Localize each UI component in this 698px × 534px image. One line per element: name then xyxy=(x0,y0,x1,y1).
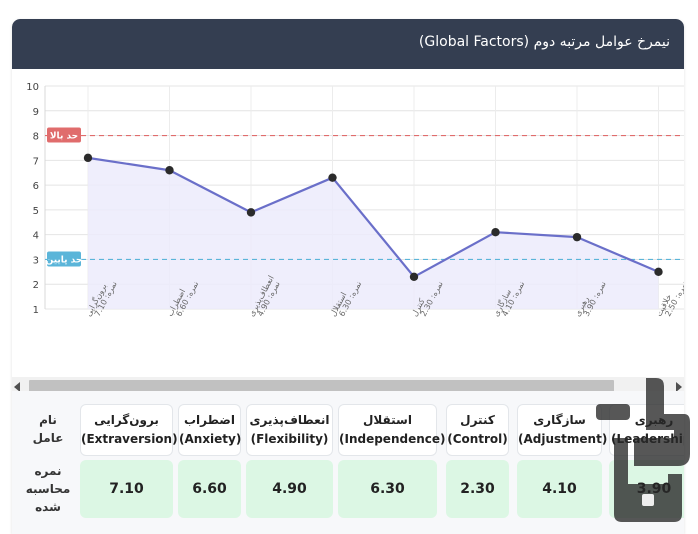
row-label-line: نام xyxy=(39,413,57,427)
upper-limit-badge xyxy=(47,127,81,143)
factor-header-control: کنترل (Control) xyxy=(446,404,509,456)
score-extraversion: 7.10 xyxy=(80,460,173,518)
data-point xyxy=(83,153,93,163)
factor-header-adjustment: سازگاری (Adjustment) xyxy=(517,404,608,456)
score-adjustment: 4.10 xyxy=(517,460,602,518)
factor-name-en: (Independence) xyxy=(339,432,446,446)
factor-name-fa: برون‌گرایی xyxy=(94,413,159,427)
data-point xyxy=(409,272,419,281)
y-tick-label: 9 xyxy=(33,107,39,118)
y-tick-label: 2 xyxy=(33,280,39,291)
y-tick-label: 5 xyxy=(33,206,39,217)
factor-name-en: (Adjustment) xyxy=(518,432,608,446)
page-title: نیمرخ عوامل مرتبه دوم (Global Factors) xyxy=(418,34,670,50)
lower-limit-badge-label: حد پایین xyxy=(46,255,83,265)
factor-name-en: (Control) xyxy=(447,432,508,446)
data-point xyxy=(491,227,500,237)
factor-header-anxiety: اضطراب (Anxiety) xyxy=(178,404,241,456)
factor-name-fa: اضطراب xyxy=(183,413,236,427)
app-watermark-icon xyxy=(596,378,690,522)
row-label-line: شده xyxy=(35,500,61,514)
data-point xyxy=(165,166,174,175)
upper-limit-badge-label: حد بالا xyxy=(50,132,78,142)
y-tick-label: 1 xyxy=(33,305,39,316)
series-line xyxy=(87,156,659,278)
score-control: 2.30 xyxy=(446,460,509,518)
row-label-line: نمره xyxy=(34,464,62,478)
factor-name-fa: سازگاری xyxy=(533,413,586,427)
score-row-label: نمره محاسبه شده xyxy=(18,462,78,516)
factor-name-row-label: نام عامل xyxy=(18,411,78,447)
scroll-left-arrow-icon[interactable] xyxy=(14,382,20,392)
y-tick-label: 8 xyxy=(33,132,39,143)
score-anxiety: 6.60 xyxy=(178,460,241,518)
scroll-thumb[interactable] xyxy=(29,380,614,394)
y-tick-label: 3 xyxy=(33,255,39,266)
data-point xyxy=(572,232,582,242)
lower-limit-badge xyxy=(47,251,81,267)
factor-header-flexibility: انعطاف‌پذیری (Flexibility) xyxy=(246,404,333,456)
factor-name-fa: انعطاف‌پذیری xyxy=(249,413,330,427)
data-point xyxy=(328,173,337,182)
global-factors-card: نیمرخ عوامل مرتبه دوم (Global Factors) 1… xyxy=(12,19,684,534)
factor-name-fa: استقلال xyxy=(363,413,412,427)
scroll-right-arrow-icon[interactable] xyxy=(676,382,682,392)
factor-header-independence: استقلال (Independence) xyxy=(338,404,446,456)
y-tick-label: 6 xyxy=(33,181,39,192)
score-independence: 6.30 xyxy=(338,460,437,518)
y-tick-label: 4 xyxy=(33,231,39,242)
data-point xyxy=(246,208,256,217)
factor-name-en: (Anxiety) xyxy=(179,432,242,446)
card-header: نیمرخ عوامل مرتبه دوم (Global Factors) xyxy=(12,19,684,69)
y-tick-label: 10 xyxy=(26,82,39,93)
y-tick-label: 7 xyxy=(33,156,39,167)
factor-header-extraversion: برون‌گرایی (Extraversion) xyxy=(80,404,178,456)
row-label-line: عامل xyxy=(32,431,64,445)
factor-name-fa: کنترل xyxy=(460,413,495,427)
factor-name-en: (Extraversion) xyxy=(81,432,178,446)
factor-name-en: (Flexibility) xyxy=(250,432,329,446)
score-flexibility: 4.90 xyxy=(246,460,333,518)
series-area-fill xyxy=(88,157,659,309)
data-point xyxy=(654,267,663,277)
row-label-line: محاسبه xyxy=(25,482,71,496)
scores-table: نام عامل نمره محاسبه شده برون‌گرایی (Ext… xyxy=(12,391,684,534)
